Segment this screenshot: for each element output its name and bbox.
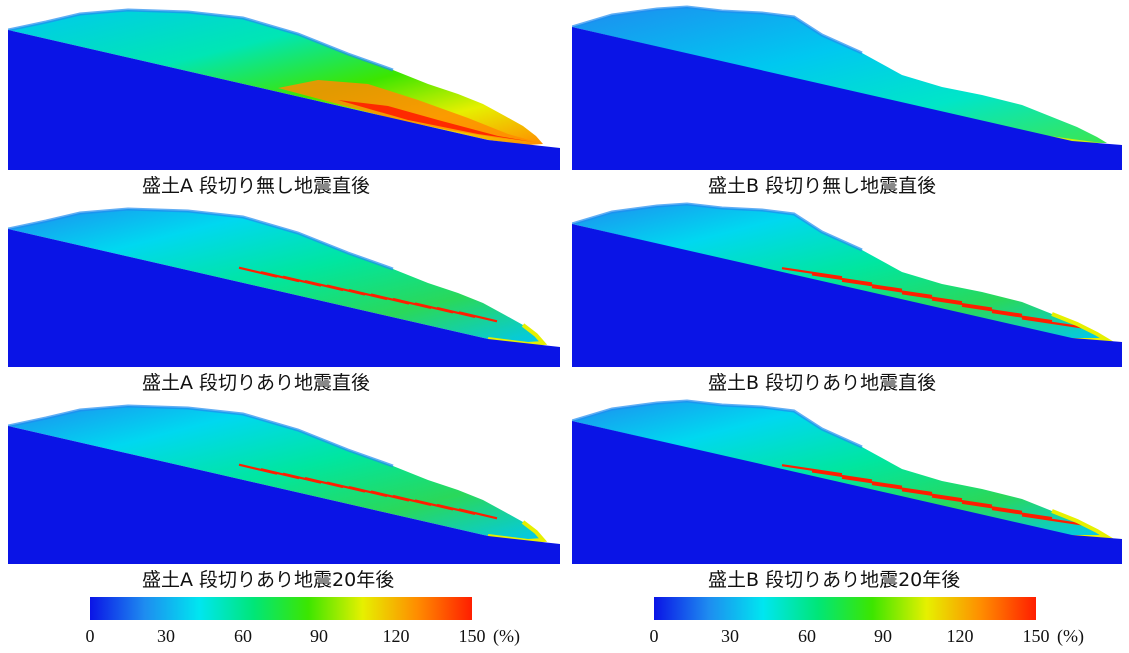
shear-band	[931, 495, 993, 507]
contour-plot-a3	[8, 404, 560, 564]
contour-plot-b3	[572, 399, 1122, 564]
colorbar-right-tick: 30	[721, 626, 739, 646]
ground-layer	[572, 224, 1122, 367]
shear-band	[931, 298, 993, 310]
shear-band	[871, 482, 933, 495]
shear-band	[1021, 317, 1083, 329]
shear-band	[961, 304, 1023, 316]
colorbar-left-tick: 90	[310, 626, 328, 646]
embankment-fill	[572, 7, 1107, 143]
crest-line	[8, 8, 394, 72]
colorbar-right-tick: 150	[1022, 626, 1050, 646]
crest-line	[572, 399, 863, 449]
colorbar-right-tick: 0	[649, 626, 659, 646]
shear-band	[458, 508, 498, 520]
crest-line	[8, 404, 394, 468]
caption-b1: 盛土B 段切り無し地震直後	[708, 175, 937, 197]
contour-plot-a1	[8, 8, 560, 170]
colorbar-left-tick: 30	[157, 626, 175, 646]
shear-band	[991, 311, 1053, 323]
caption-a1: 盛土A 段切り無し地震直後	[142, 175, 371, 197]
shear-band	[841, 279, 903, 291]
ground-layer	[572, 421, 1122, 564]
colorbar-right-tick: 90	[874, 626, 892, 646]
ground-layer	[8, 426, 560, 564]
shear-band	[961, 501, 1023, 513]
shear-band	[811, 273, 873, 285]
colorbar-left-tick: 150	[458, 626, 486, 646]
shear-band	[811, 470, 873, 482]
shear-band	[841, 476, 903, 488]
shear-band	[991, 508, 1053, 520]
contour-plot-a2	[8, 207, 560, 367]
colorbar-right-unit: (%)	[1057, 626, 1084, 646]
shear-band	[458, 311, 498, 323]
colorbar-left-gradient	[90, 597, 472, 620]
contour-plot-b2	[572, 202, 1122, 367]
ground-layer	[8, 30, 560, 170]
shear-band	[901, 292, 963, 304]
caption-a3: 盛土A 段切りあり地震20年後	[142, 569, 395, 591]
crest-line	[572, 5, 863, 55]
strain-zone-high	[278, 80, 536, 142]
shear-band	[781, 267, 843, 279]
contour-plot-b1	[572, 5, 1122, 170]
shear-band	[871, 285, 933, 298]
caption-b2: 盛土B 段切りあり地震直後	[708, 372, 937, 394]
crest-line	[572, 202, 863, 252]
shear-band	[901, 489, 963, 501]
ground-layer	[8, 229, 560, 367]
colorbar-right-gradient	[654, 597, 1036, 620]
colorbar-left-tick: 60	[234, 626, 252, 646]
colorbar-left-tick: 120	[382, 626, 410, 646]
colorbar-left-tick: 0	[85, 626, 95, 646]
ground-layer	[572, 27, 1122, 170]
shear-band	[781, 464, 843, 476]
colorbar-right-tick: 60	[798, 626, 816, 646]
colorbar-left-unit: (%)	[493, 626, 520, 646]
shear-band	[1021, 514, 1083, 526]
colorbar-right-tick: 120	[946, 626, 974, 646]
caption-b3: 盛土B 段切りあり地震20年後	[708, 569, 961, 591]
caption-a2: 盛土A 段切りあり地震直後	[142, 372, 371, 394]
strain-zone-peak	[338, 100, 533, 142]
crest-line	[8, 207, 394, 271]
